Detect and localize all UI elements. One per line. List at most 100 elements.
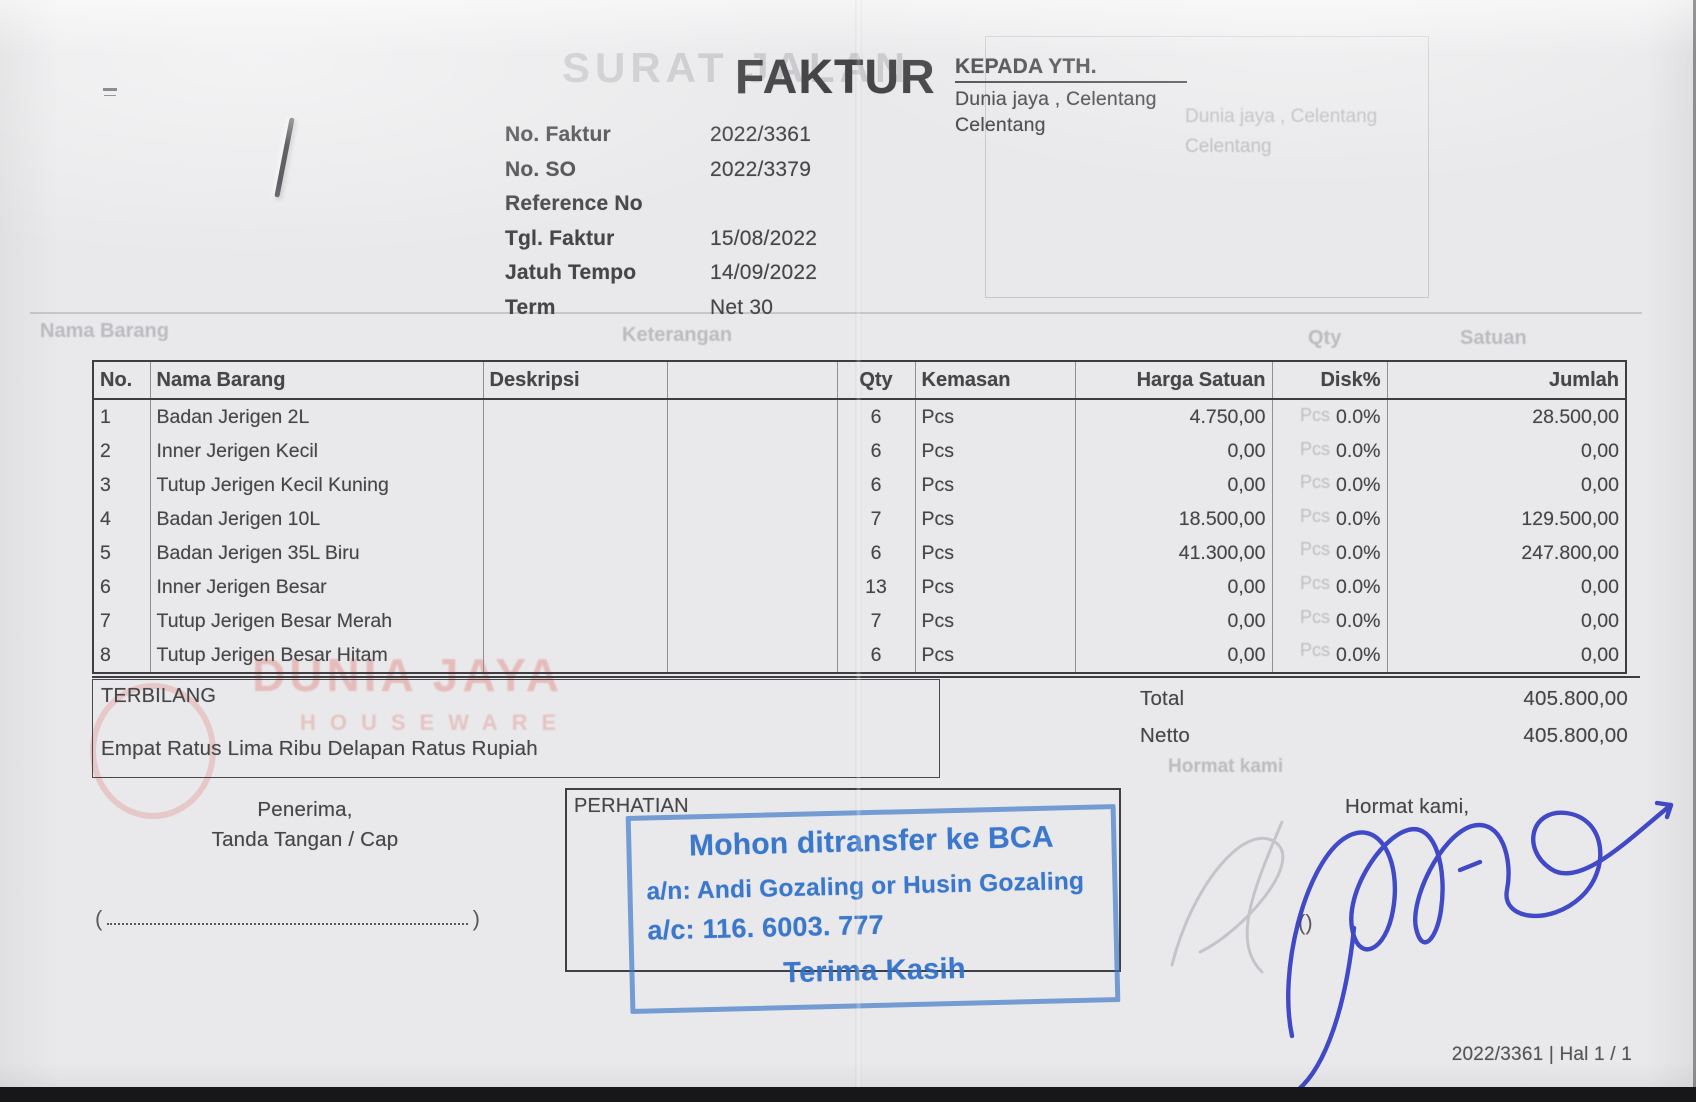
- no-faktur-value: 2022/3361: [710, 123, 812, 147]
- terbilang-box: TERBILANG Empat Ratus Lima Ribu Delapan …: [92, 679, 940, 778]
- table-row: 6 Inner Jerigen Besar 13 Pcs 0,00 0.0% 0…: [92, 570, 1626, 604]
- cell-harga-satuan: 18.500,00: [1074, 502, 1272, 536]
- cell-kemasan: Pcs: [914, 468, 1075, 502]
- cell-no: 4: [92, 502, 150, 536]
- terbilang-text: Empat Ratus Lima Ribu Delapan Ratus Rupi…: [101, 737, 538, 760]
- meta-row-no-faktur: No. Faktur 2022/3361: [505, 118, 817, 153]
- cell-no: 8: [92, 638, 150, 673]
- cell-nama-barang: Badan Jerigen 35L Biru: [149, 536, 483, 570]
- cell-jumlah: 0,00: [1386, 468, 1626, 502]
- items-body: 1 Badan Jerigen 2L 6 Pcs 4.750,00 0.0% 2…: [92, 399, 1626, 673]
- col-header-blank: [666, 361, 837, 400]
- cell-disk: 0.0%: [1271, 399, 1387, 434]
- term-value: Net 30: [710, 295, 774, 319]
- pen-mark: [103, 88, 117, 91]
- cell-nama-barang: Tutup Jerigen Besar Merah: [149, 604, 483, 638]
- bank-transfer-stamp: Mohon ditransfer ke BCA a/n: Andi Gozali…: [625, 804, 1121, 1014]
- cell-harga-satuan: 41.300,00: [1074, 536, 1272, 570]
- ghost-col-satuan: Satuan: [1460, 327, 1527, 349]
- cell-nama-barang: Tutup Jerigen Kecil Kuning: [149, 468, 483, 502]
- term-label: Term: [505, 295, 556, 319]
- jatuh-tempo-value: 14/09/2022: [710, 261, 818, 285]
- cell-harga-satuan: 0,00: [1074, 434, 1272, 468]
- meta-row-term: Term Net 30: [505, 291, 817, 326]
- terbilang-label: TERBILANG: [101, 685, 217, 707]
- table-row: 4 Badan Jerigen 10L 7 Pcs 18.500,00 0.0%…: [92, 502, 1626, 536]
- cell-kemasan: Pcs: [914, 604, 1075, 638]
- cell-blank: [666, 502, 837, 536]
- cell-kemasan: Pcs: [914, 638, 1075, 673]
- cell-deskripsi: [482, 604, 667, 638]
- cell-qty: 6: [836, 638, 915, 673]
- recipient-block: KEPADA YTH. Dunia jaya , Celentang Celen…: [955, 55, 1187, 137]
- table-row: 3 Tutup Jerigen Kecil Kuning 6 Pcs 0,00 …: [92, 468, 1626, 502]
- cell-deskripsi: [482, 536, 667, 570]
- ghost-col-nama-barang: Nama Barang: [40, 320, 169, 342]
- cell-no: 3: [92, 468, 150, 502]
- cell-jumlah: 247.800,00: [1386, 536, 1626, 570]
- cell-deskripsi: [482, 399, 667, 434]
- cell-blank: [666, 399, 837, 434]
- col-header-deskripsi: Deskripsi: [482, 361, 667, 400]
- cell-harga-satuan: 0,00: [1074, 638, 1272, 673]
- meta-row-jatuh-tempo: Jatuh Tempo 14/09/2022: [505, 256, 817, 291]
- cell-kemasan: Pcs: [914, 570, 1075, 604]
- cell-blank: [666, 604, 837, 638]
- col-header-harga-satuan: Harga Satuan: [1074, 361, 1272, 400]
- cell-deskripsi: [482, 502, 667, 536]
- cell-jumlah: 0,00: [1386, 604, 1626, 638]
- line-items-table: No. Nama Barang Deskripsi Qty Kemasan Ha…: [92, 360, 1627, 674]
- table-row: 7 Tutup Jerigen Besar Merah 7 Pcs 0,00 0…: [92, 604, 1626, 638]
- cell-jumlah: 28.500,00: [1386, 399, 1626, 434]
- cell-harga-satuan: 4.750,00: [1074, 399, 1272, 434]
- scan-edge-right: [1693, 0, 1696, 1102]
- meta-row-tgl-faktur: Tgl. Faktur 15/08/2022: [505, 222, 817, 257]
- cell-qty: 7: [836, 604, 915, 638]
- reference-no-label: Reference No: [505, 192, 643, 216]
- staple: [274, 117, 295, 198]
- cell-qty: 6: [836, 536, 915, 570]
- cell-kemasan: Pcs: [914, 399, 1075, 434]
- table-header-row: No. Nama Barang Deskripsi Qty Kemasan Ha…: [92, 361, 1626, 400]
- cell-blank: [666, 468, 837, 502]
- table-row: 8 Tutup Jerigen Besar Hitam 6 Pcs 0,00 0…: [92, 638, 1626, 673]
- cell-disk: 0.0%: [1271, 638, 1387, 673]
- tgl-faktur-label: Tgl. Faktur: [505, 226, 615, 250]
- netto-value: 405.800,00: [1523, 724, 1628, 747]
- col-header-disk: Disk%: [1271, 361, 1387, 400]
- col-header-jumlah: Jumlah: [1386, 361, 1626, 400]
- cell-qty: 6: [836, 468, 915, 502]
- penerima-line2: Tanda Tangan / Cap: [211, 828, 399, 851]
- jatuh-tempo-label: Jatuh Tempo: [505, 261, 637, 285]
- cell-jumlah: 0,00: [1386, 434, 1626, 468]
- cell-no: 5: [92, 536, 150, 570]
- cell-disk: 0.0%: [1271, 434, 1387, 468]
- cell-deskripsi: [482, 570, 667, 604]
- cell-blank: [666, 536, 837, 570]
- page-footer: 2022/3361 | Hal 1 / 1: [1451, 1044, 1632, 1065]
- cell-harga-satuan: 0,00: [1074, 570, 1272, 604]
- no-so-label: No. SO: [505, 157, 577, 181]
- cell-jumlah: 129.500,00: [1386, 502, 1626, 536]
- netto-label: Netto: [1140, 724, 1190, 747]
- total-label: Total: [1140, 687, 1185, 710]
- cell-nama-barang: Inner Jerigen Kecil: [149, 434, 483, 468]
- stamp-line-account-number: a/c: 116. 6003. 777: [647, 909, 885, 946]
- document-title: FAKTUR: [735, 51, 936, 104]
- table-row: 2 Inner Jerigen Kecil 6 Pcs 0,00 0.0% 0,…: [92, 434, 1626, 468]
- ghost-hormat-kami: Hormat kami: [1168, 756, 1284, 777]
- penerima-line1: Penerima,: [257, 798, 353, 821]
- cell-qty: 6: [836, 399, 915, 434]
- cell-disk: 0.0%: [1271, 468, 1387, 502]
- col-header-no: No.: [92, 361, 150, 400]
- table-row: 5 Badan Jerigen 35L Biru 6 Pcs 41.300,00…: [92, 536, 1626, 570]
- recipient-name: Dunia jaya , Celentang: [955, 88, 1157, 110]
- cell-disk: 0.0%: [1271, 502, 1387, 536]
- cell-blank: [666, 434, 837, 468]
- cell-jumlah: 0,00: [1386, 570, 1626, 604]
- cell-nama-barang: Inner Jerigen Besar: [149, 570, 483, 604]
- meta-row-reference-no: Reference No: [505, 187, 817, 222]
- cell-disk: 0.0%: [1271, 604, 1387, 638]
- cell-qty: 13: [836, 570, 915, 604]
